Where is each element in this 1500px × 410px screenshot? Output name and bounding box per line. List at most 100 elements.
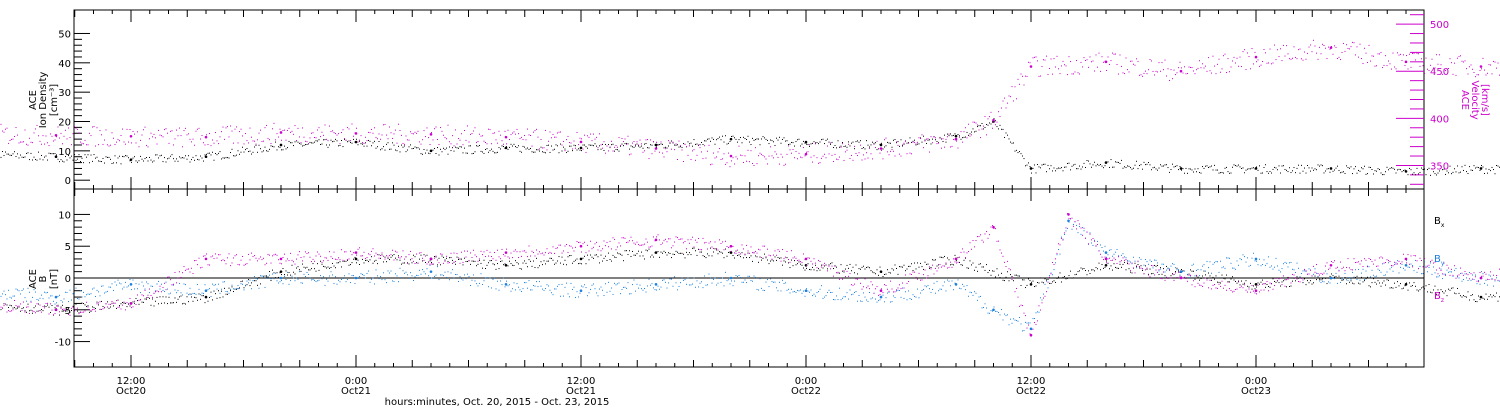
velocity-sample: [432, 139, 434, 141]
density-sample: [656, 146, 657, 148]
bx-sample: [14, 307, 15, 309]
velocity-sample: [309, 137, 311, 139]
velocity-sample: [195, 130, 197, 132]
velocity-sample: [1305, 58, 1307, 60]
velocity-sample: [866, 152, 867, 154]
velocity-sample: [1223, 55, 1224, 57]
velocity-sample: [555, 136, 557, 138]
bx-sample: [497, 263, 498, 265]
bx-sample: [827, 268, 828, 270]
velocity-sample: [887, 151, 888, 153]
bx-sample: [81, 302, 83, 304]
density-sample: [1152, 167, 1154, 169]
density-sample: [242, 146, 243, 148]
density-sample: [969, 133, 971, 135]
density-sample: [879, 143, 881, 145]
density-sample: [131, 161, 132, 163]
velocity-sample: [807, 151, 809, 153]
bx-sample: [677, 251, 678, 253]
velocity-sample: [986, 134, 987, 136]
velocity-sample: [33, 132, 35, 134]
density-sample: [401, 144, 402, 146]
velocity-sample: [827, 145, 828, 147]
velocity-sample: [320, 136, 321, 138]
velocity-sample: [1172, 78, 1173, 80]
density-sample: [1196, 171, 1197, 173]
density-sample: [428, 152, 429, 154]
velocity-sample: [1347, 47, 1349, 49]
bx-sample: [854, 272, 855, 274]
velocity-sample: [942, 138, 944, 140]
velocity-sample: [491, 143, 492, 145]
density-sample: [122, 155, 123, 157]
bx-sample: [953, 264, 954, 266]
density-sample: [1208, 166, 1209, 168]
density-sample: [1314, 168, 1316, 170]
velocity-sample: [200, 138, 201, 140]
density-sample: [78, 154, 80, 156]
density-sample: [1335, 167, 1337, 169]
velocity-sample: [1280, 48, 1281, 50]
density-sample: [1248, 168, 1250, 170]
velocity-sample: [431, 132, 432, 134]
density-sample: [810, 143, 812, 145]
velocity-sample: [449, 141, 450, 143]
density-sample: [1154, 166, 1155, 168]
velocity-sample: [399, 130, 401, 132]
density-sample: [792, 142, 794, 144]
bx-sample: [527, 266, 528, 268]
velocity-sample: [36, 124, 38, 126]
velocity-sample: [1143, 72, 1145, 74]
velocity-sample: [1283, 44, 1284, 46]
velocity-sample: [1313, 39, 1314, 41]
bx-sample: [221, 290, 222, 292]
bx-sample: [491, 260, 492, 262]
density-sample: [1479, 169, 1481, 171]
density-sample: [563, 146, 564, 148]
bx-sample: [327, 266, 329, 268]
density-sample: [389, 148, 390, 150]
density-sample: [572, 150, 573, 152]
density-sample: [815, 142, 816, 144]
velocity-sample: [1260, 64, 1262, 66]
velocity-sample: [1488, 64, 1490, 66]
bx-sample: [347, 259, 348, 261]
density-sample: [1389, 167, 1391, 169]
bx-sample: [507, 265, 509, 267]
velocity-sample: [383, 124, 384, 126]
bx-sample: [188, 301, 189, 303]
density-sample: [1221, 171, 1223, 173]
bx-sample: [732, 254, 734, 256]
density-sample: [368, 139, 369, 141]
velocity-sample: [344, 138, 345, 140]
velocity-sample: [48, 145, 50, 147]
velocity-sample: [419, 141, 420, 143]
bx-sample: [248, 279, 249, 281]
density-sample: [1425, 174, 1427, 176]
bx-sample: [887, 269, 888, 271]
velocity-sample: [245, 133, 246, 135]
density-sample: [183, 157, 185, 159]
density-sample: [1496, 164, 1497, 166]
density-sample: [158, 157, 159, 159]
density-sample: [681, 146, 683, 148]
velocity-point: [1479, 65, 1483, 68]
velocity-sample: [182, 146, 183, 148]
bx-sample: [32, 312, 33, 314]
bx-sample: [452, 259, 453, 261]
velocity-sample: [176, 129, 177, 131]
velocity-sample: [674, 149, 675, 151]
density-sample: [1193, 171, 1194, 173]
bx-sample: [378, 254, 380, 256]
density-sample: [189, 161, 191, 163]
velocity-sample: [218, 143, 219, 145]
bx-sample: [752, 260, 753, 262]
velocity-sample: [773, 157, 774, 159]
velocity-sample: [348, 128, 350, 130]
bx-sample: [816, 270, 818, 272]
bx-sample: [680, 252, 681, 254]
density-sample: [1200, 172, 1202, 174]
velocity-sample: [630, 153, 632, 155]
velocity-sample: [1187, 72, 1188, 74]
velocity-sample: [1376, 65, 1377, 67]
